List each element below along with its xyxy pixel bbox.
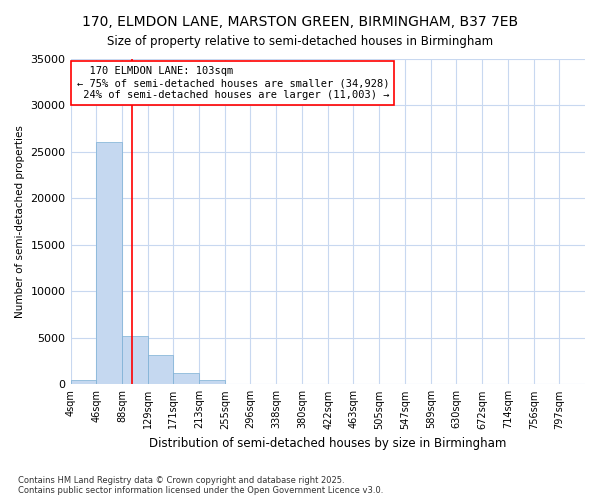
Text: 170 ELMDON LANE: 103sqm
← 75% of semi-detached houses are smaller (34,928)
 24% : 170 ELMDON LANE: 103sqm ← 75% of semi-de… bbox=[77, 66, 389, 100]
Bar bbox=[148, 354, 173, 384]
X-axis label: Distribution of semi-detached houses by size in Birmingham: Distribution of semi-detached houses by … bbox=[149, 437, 506, 450]
Bar bbox=[122, 336, 148, 384]
Text: 170, ELMDON LANE, MARSTON GREEN, BIRMINGHAM, B37 7EB: 170, ELMDON LANE, MARSTON GREEN, BIRMING… bbox=[82, 15, 518, 29]
Bar bbox=[71, 380, 97, 384]
Bar bbox=[173, 373, 199, 384]
Text: Contains HM Land Registry data © Crown copyright and database right 2025.
Contai: Contains HM Land Registry data © Crown c… bbox=[18, 476, 383, 495]
Text: Size of property relative to semi-detached houses in Birmingham: Size of property relative to semi-detach… bbox=[107, 35, 493, 48]
Bar bbox=[199, 380, 225, 384]
Bar bbox=[97, 142, 122, 384]
Y-axis label: Number of semi-detached properties: Number of semi-detached properties bbox=[15, 125, 25, 318]
